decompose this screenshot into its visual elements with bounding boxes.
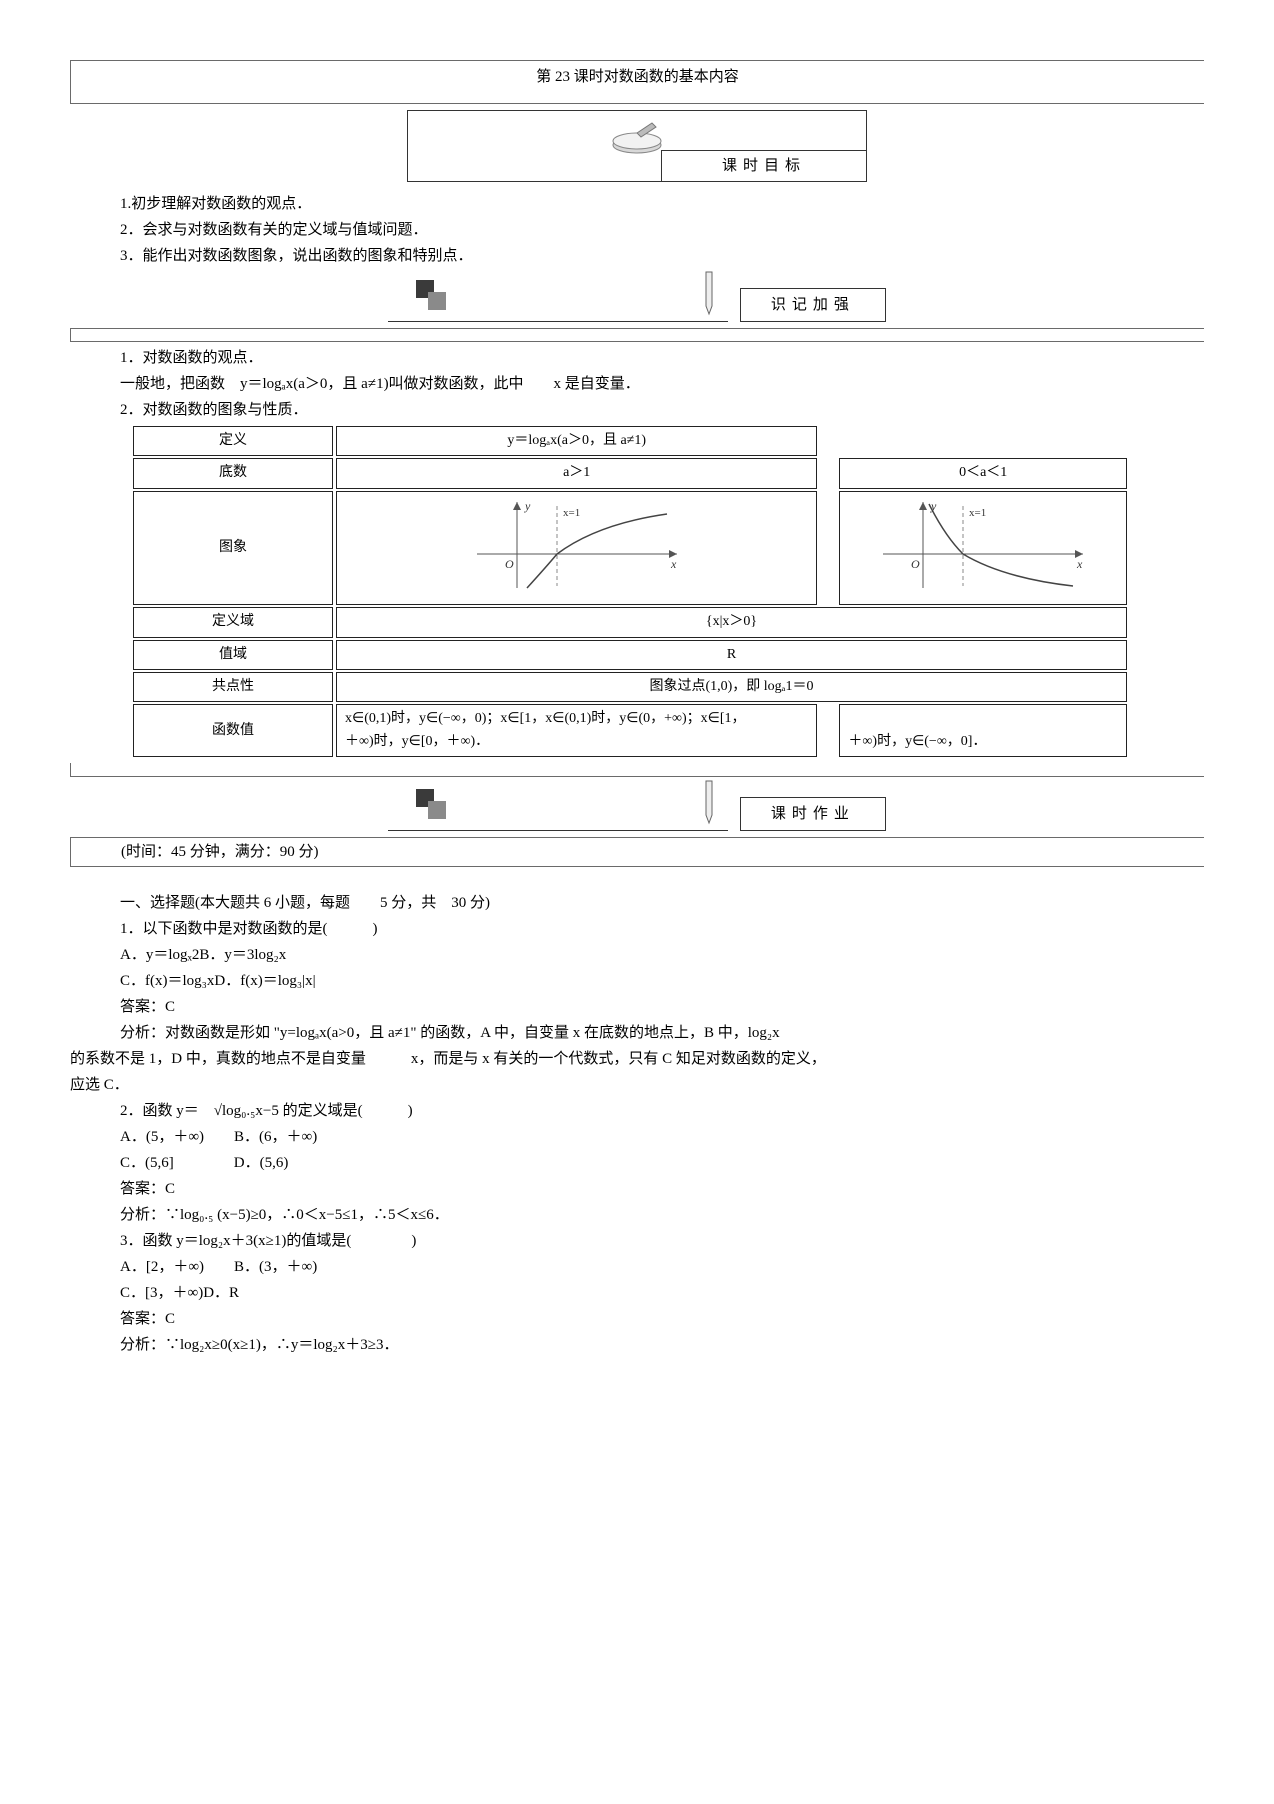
cell-range-value: R [336, 640, 1127, 670]
q1-exp3: 应选 C． [70, 1073, 1204, 1097]
title-box: 第 23 课时对数函数的基本内容 [70, 60, 1204, 104]
q3-stem: 3．函数 y＝log₂x＋3(x≥1)的值域是( ) [70, 1229, 1204, 1253]
svg-text:x=1: x=1 [969, 507, 986, 519]
q2-exp: 分析：∵log₀.₅ (x−5)≥0，∴0＜x−5≤1，∴5＜x≤6． [70, 1203, 1204, 1227]
cell-values-gt1: x∈(0,1)时，y∈(−∞，0)；x∈[1，x∈(0,1)时，y∈(0，+∞)… [336, 704, 817, 757]
banner-label-objectives: 课时目标 [661, 150, 866, 181]
svg-text:y: y [930, 499, 937, 513]
pen-icon-2 [698, 779, 720, 833]
time-box: (时间：45 分钟，满分：90 分) [70, 837, 1204, 867]
cell-empty [820, 426, 836, 456]
concept-line: 一般地，把函数 y＝logₐx(a＞0，且 a≠1)叫做对数函数，此中 x 是自… [70, 372, 1204, 396]
block-icon-2 [416, 789, 450, 827]
pen-icon [698, 270, 720, 324]
cell-domain-value: {x|x＞0} [336, 607, 1127, 637]
q3-ans: 答案：C [70, 1307, 1204, 1331]
objective-1: 1.初步理解对数函数的观点． [70, 192, 1204, 216]
cell-common-label: 共点性 [133, 672, 333, 702]
cell-values-label: 函数值 [133, 704, 333, 757]
q1-optC: C．f(x)＝log₃xD．f(x)＝log₃|x| [70, 969, 1204, 993]
concept-heading-1: 1．对数函数的观点． [70, 346, 1204, 370]
q3-optA: A．[2，＋∞) B．(3，＋∞) [70, 1255, 1204, 1279]
time-line: (时间：45 分钟，满分：90 分) [121, 844, 319, 860]
banner-memorize: 识记加强 [70, 276, 1204, 322]
section1-heading: 一、选择题(本大题共 6 小题，每题 5 分，共 30 分) [70, 891, 1204, 915]
cell-base-gt1: a＞1 [336, 458, 817, 488]
cell-range-label: 值域 [133, 640, 333, 670]
q1-ans: 答案：C [70, 995, 1204, 1019]
q2-optC: C．(5,6] D．(5,6) [70, 1151, 1204, 1175]
q1-stem: 1．以下函数中是对数函数的是( ) [70, 917, 1204, 941]
cell-graph-gt1: x=1 x y O [336, 491, 817, 605]
section-divider-1 [70, 328, 1204, 342]
properties-table: 定义 y＝logₐx(a＞0，且 a≠1) 底数 a＞1 0＜a＜1 图象 x=… [130, 424, 1130, 759]
svg-text:x: x [670, 557, 677, 571]
section-divider-2 [70, 763, 1204, 777]
q2-ans: 答案：C [70, 1177, 1204, 1201]
svg-text:x: x [1076, 557, 1083, 571]
banner-objectives: 课时目标 [70, 110, 1204, 182]
cell-graph-label: 图象 [133, 491, 333, 605]
banner-label-memorize: 识记加强 [740, 288, 886, 322]
concept-heading-2: 2．对数函数的图象与性质． [70, 398, 1204, 422]
svg-text:O: O [911, 557, 920, 571]
cell-empty2 [839, 426, 1127, 456]
q3-optC: C．[3，＋∞)D．R [70, 1281, 1204, 1305]
objective-3: 3．能作出对数函数图象，说出函数的图象和特别点． [70, 244, 1204, 268]
q1-optA: A．y＝logₓ2B．y＝3log₂x [70, 943, 1204, 967]
cell-base-lt1: 0＜a＜1 [839, 458, 1127, 488]
block-icon [416, 280, 450, 318]
cell-def-value: y＝logₐx(a＞0，且 a≠1) [336, 426, 817, 456]
cell-domain-label: 定义域 [133, 607, 333, 637]
svg-text:y: y [524, 499, 531, 513]
cell-values-lt1: ＋∞)时，y∈(−∞，0]． [839, 704, 1127, 757]
q2-stem: 2．函数 y＝ √log₀.₅x−5 的定义域是( ) [70, 1099, 1204, 1123]
banner-label-homework: 课时作业 [740, 797, 886, 831]
cell-base-label: 底数 [133, 458, 333, 488]
q1-exp2: 的系数不是 1，D 中，真数的地点不是自变量 x，而是与 x 有关的一个代数式，… [70, 1047, 1204, 1071]
q2-optA: A．(5，＋∞) B．(6，＋∞) [70, 1125, 1204, 1149]
svg-text:O: O [505, 557, 514, 571]
q3-exp: 分析：∵log₂x≥0(x≥1)，∴y＝log₂x＋3≥3． [70, 1333, 1204, 1357]
cell-common-value: 图象过点(1,0)，即 logₐ1＝0 [336, 672, 1127, 702]
cell-def-label: 定义 [133, 426, 333, 456]
svg-text:x=1: x=1 [563, 507, 580, 519]
page-title: 第 23 课时对数函数的基本内容 [71, 65, 1204, 89]
banner-homework: 课时作业 [70, 785, 1204, 831]
q1-exp1: 分析：对数函数是形如 "y=logₐx(a>0，且 a≠1" 的函数，A 中，自… [70, 1021, 1204, 1045]
objective-2: 2．会求与对数函数有关的定义域与值域问题． [70, 218, 1204, 242]
cell-graph-lt1: x=1 x y O [839, 491, 1127, 605]
